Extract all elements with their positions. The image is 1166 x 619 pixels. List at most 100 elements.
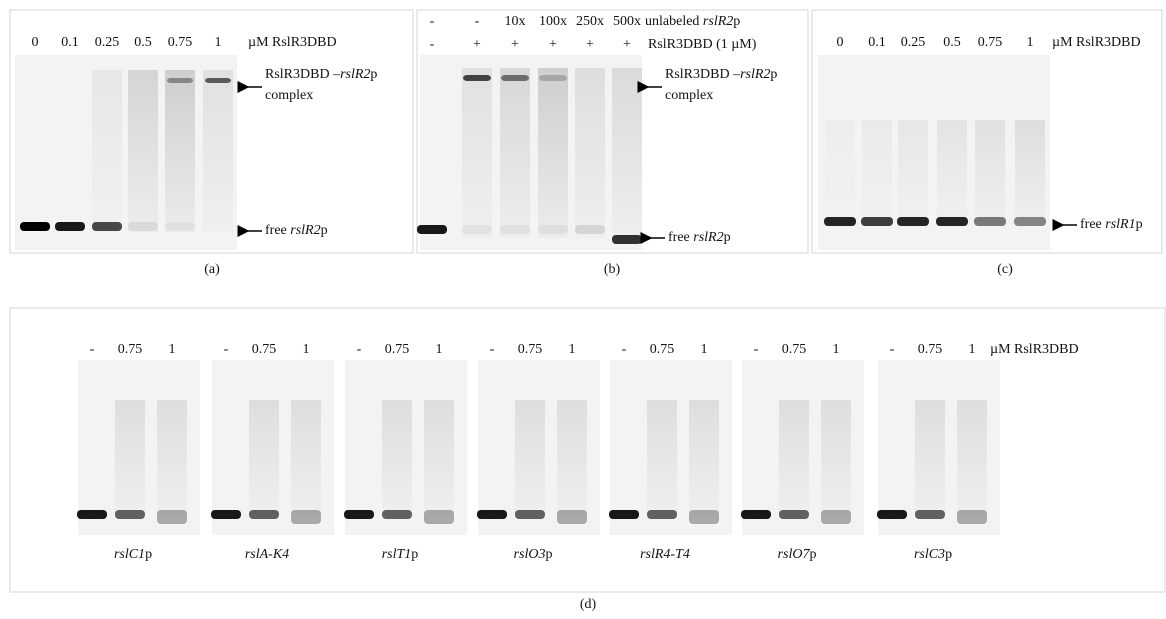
text-run: complex — [665, 88, 713, 103]
text-run: rslR2 — [290, 223, 320, 238]
lane-label: 1 — [303, 342, 310, 357]
protein-label: + — [511, 37, 519, 52]
band — [128, 222, 158, 231]
protein-label: + — [623, 37, 631, 52]
band — [575, 225, 605, 234]
competitor-label: 250x — [576, 14, 604, 29]
lane-label: 0.75 — [978, 35, 1003, 50]
lane-label: - — [90, 342, 95, 357]
smear — [898, 120, 928, 222]
smear — [249, 400, 279, 515]
free-label: free rslR2p — [668, 230, 731, 245]
band — [974, 217, 1006, 226]
lane-label: 1 — [215, 35, 222, 50]
smear — [291, 400, 321, 515]
smear — [382, 400, 412, 515]
lane-label: 0.75 — [118, 342, 143, 357]
lane-label: 0.75 — [650, 342, 675, 357]
band — [821, 510, 851, 524]
complex-label: complex — [665, 88, 713, 103]
smear — [115, 400, 145, 515]
smear — [500, 68, 530, 238]
smear — [165, 70, 195, 232]
caption: (b) — [604, 262, 621, 277]
smear — [689, 400, 719, 515]
lane-label: - — [224, 342, 229, 357]
caption: (a) — [204, 262, 220, 277]
lane-label: 1 — [969, 342, 976, 357]
protein-label: + — [473, 37, 481, 52]
smear — [937, 120, 967, 222]
band — [462, 225, 492, 234]
band — [77, 510, 107, 519]
text-run: p — [945, 547, 952, 562]
text-run: p — [724, 230, 731, 245]
gel-name: rslO7p — [778, 547, 817, 562]
panel-a-frame — [9, 9, 414, 254]
gel — [15, 55, 237, 250]
band — [1014, 217, 1046, 226]
text-run: p — [733, 14, 740, 29]
lane-label: 1 — [701, 342, 708, 357]
smear — [975, 120, 1005, 222]
smear — [462, 68, 492, 238]
lane-label: - — [357, 342, 362, 357]
lane-label: 0.1 — [868, 35, 886, 50]
lane-label: - — [490, 342, 495, 357]
lane-label: - — [890, 342, 895, 357]
band — [477, 510, 507, 519]
band — [741, 510, 771, 519]
complex-label: complex — [265, 88, 313, 103]
band — [291, 510, 321, 524]
smear — [957, 400, 987, 515]
lane-label: 0.25 — [901, 35, 926, 50]
free-label: free rslR1p — [1080, 217, 1143, 232]
band — [936, 217, 968, 226]
band — [205, 78, 231, 83]
text-run: rslT1 — [382, 547, 412, 562]
band — [500, 225, 530, 234]
text-run: p — [809, 547, 816, 562]
lane-label: 0.1 — [61, 35, 79, 50]
lane-label: 0.5 — [134, 35, 152, 50]
band — [689, 510, 719, 524]
protein-label: + — [586, 37, 594, 52]
gel-name: rslT1p — [382, 547, 419, 562]
band — [463, 75, 491, 81]
smear — [647, 400, 677, 515]
gel — [420, 55, 642, 250]
lane-label: 0.5 — [943, 35, 961, 50]
band — [515, 510, 545, 519]
band — [167, 78, 193, 83]
lane-label: 0 — [32, 35, 39, 50]
band — [897, 217, 929, 226]
band — [115, 510, 145, 519]
protein-label: + — [549, 37, 557, 52]
band — [157, 510, 187, 524]
text-run: rslR2 — [340, 67, 370, 82]
smear — [557, 400, 587, 515]
lane-label: 0.75 — [518, 342, 543, 357]
gel-name: rslO3p — [514, 547, 553, 562]
smear — [157, 400, 187, 515]
gel — [818, 55, 1050, 250]
lane-label: 1 — [569, 342, 576, 357]
band — [647, 510, 677, 519]
lane-label: 0.75 — [918, 342, 943, 357]
band — [501, 75, 529, 81]
protein-label: - — [430, 37, 435, 52]
band — [612, 235, 642, 244]
gel-name: rslC1p — [114, 547, 152, 562]
text-run: free — [265, 223, 290, 238]
text-run: RslR3DBD – — [665, 67, 741, 82]
text-run: p — [321, 223, 328, 238]
protein-title: RslR3DBD (1 µM) — [648, 37, 757, 52]
caption: (c) — [997, 262, 1013, 277]
lane-label: 0 — [837, 35, 844, 50]
band — [344, 510, 374, 519]
band — [55, 222, 85, 231]
competitor-label: 500x — [613, 14, 641, 29]
smear — [825, 120, 855, 222]
